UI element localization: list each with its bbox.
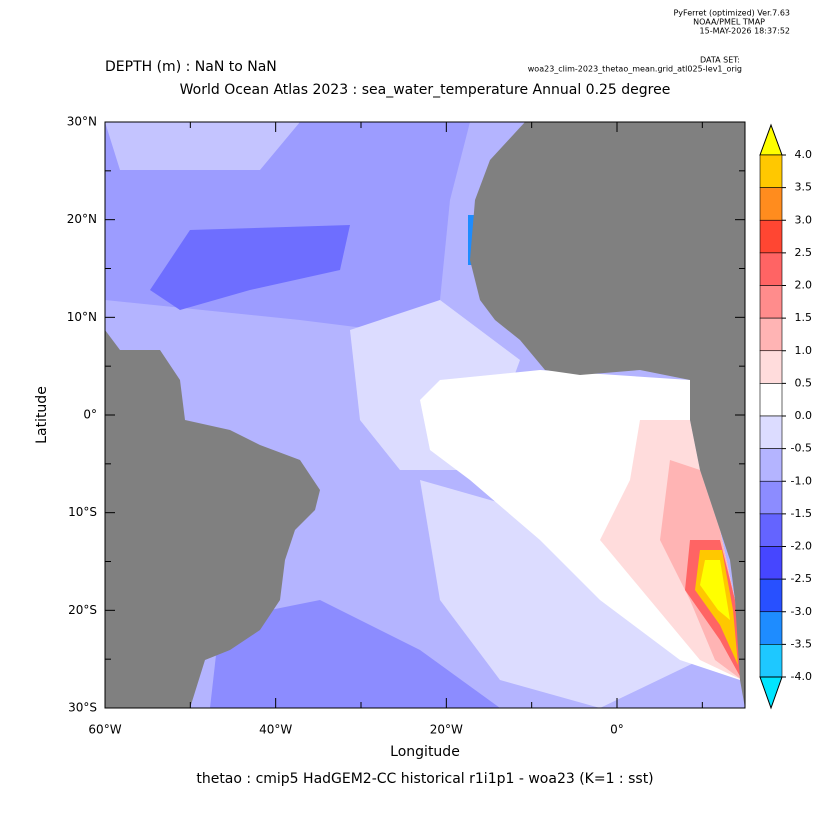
colorbar-bin (759, 350, 783, 384)
x-tick-label: 60°W (88, 723, 121, 737)
colorbar-label: 3.5 (795, 181, 813, 194)
colorbar-label: 4.0 (795, 148, 813, 161)
axes: 60°W 40°W 20°W 0° 30°S 20°S 10°S 0° 10°N 20°N 30°N (67, 115, 745, 737)
y-tick-label: 20°N (67, 212, 97, 226)
x-axis-label: Longitude (390, 744, 460, 760)
colorbar-label: -1.5 (791, 507, 812, 520)
colorbar-label: -2.0 (791, 540, 812, 553)
colorbar-label: 1.5 (795, 311, 813, 324)
x-tick-label: 0° (610, 723, 624, 737)
org: NOAA/PMEL TMAP (693, 18, 765, 27)
y-tick-label: 20°S (68, 603, 97, 617)
software: PyFerret (optimized) Ver.7.63 (673, 9, 790, 18)
y-tick-label: 30°N (67, 115, 97, 129)
shade (420, 480, 700, 708)
colorbar-label: -1.0 (791, 474, 812, 487)
land (470, 122, 745, 708)
chart-title: World Ocean Atlas 2023 : sea_water_tempe… (180, 82, 671, 98)
land (105, 330, 320, 708)
subtitle: DEPTH (m) : NaN to NaN (105, 59, 277, 75)
caption: thetao : cmip5 HadGEM2-CC historical r1i… (196, 771, 653, 787)
colorbar-bin (759, 187, 783, 221)
colorbar-bin (759, 219, 783, 254)
y-tick-label: 10°N (67, 310, 97, 324)
colorbar-label: -0.5 (791, 442, 812, 455)
colorbar-extension (759, 676, 783, 710)
colorbar: 4.0 3.5 3.0 2.5 2.0 1.5 1.0 0.5 0.0 -0.5 -1.0 -1.5 -… (759, 123, 813, 710)
colorbar-label: 0.5 (795, 376, 813, 389)
colorbar-label: 2.5 (795, 246, 813, 259)
y-tick-label: 10°S (68, 505, 97, 519)
colorbar-bin (759, 154, 783, 188)
colorbar-bin (759, 480, 783, 515)
x-tick-label: 20°W (430, 723, 463, 737)
colorbar-label: 2.0 (795, 279, 813, 292)
colorbar-label: 1.0 (795, 344, 813, 357)
colorbar-label: 0.0 (795, 409, 813, 422)
shade (105, 122, 300, 170)
dataset-label: DATA SET: (700, 56, 740, 65)
colorbar-bin (759, 317, 783, 352)
colorbar-bin (759, 448, 783, 482)
colorbar-label: 3.0 (795, 213, 813, 226)
shade (210, 600, 500, 708)
colorbar-bin (759, 252, 783, 286)
x-tick-label: 40°W (259, 723, 292, 737)
colorbar-label: -4.0 (791, 670, 812, 683)
timestamp: 15-MAY-2026 18:37:52 (700, 27, 790, 36)
colorbar-bin (759, 546, 783, 580)
y-tick-label: 0° (83, 408, 97, 422)
colorbar-label: -3.0 (791, 605, 812, 618)
colorbar-label: -3.5 (791, 637, 812, 650)
dataset: woa23_clim-2023_thetao_mean.grid_atl025-… (528, 65, 742, 74)
colorbar-bin (759, 383, 783, 417)
y-tick-label: 30°S (68, 701, 97, 715)
colorbar-bin (759, 644, 783, 678)
colorbar-bin (759, 285, 783, 319)
field (105, 122, 745, 708)
colorbar-bin (759, 415, 783, 449)
y-axis-label: Latitude (34, 386, 50, 444)
colorbar-bin (759, 513, 783, 547)
colorbar-label: -2.5 (791, 572, 812, 585)
colorbar-bin (759, 611, 783, 645)
colorbar-extension (759, 123, 783, 156)
shade (700, 560, 730, 620)
colorbar-bin (759, 578, 783, 613)
shade (150, 225, 350, 310)
